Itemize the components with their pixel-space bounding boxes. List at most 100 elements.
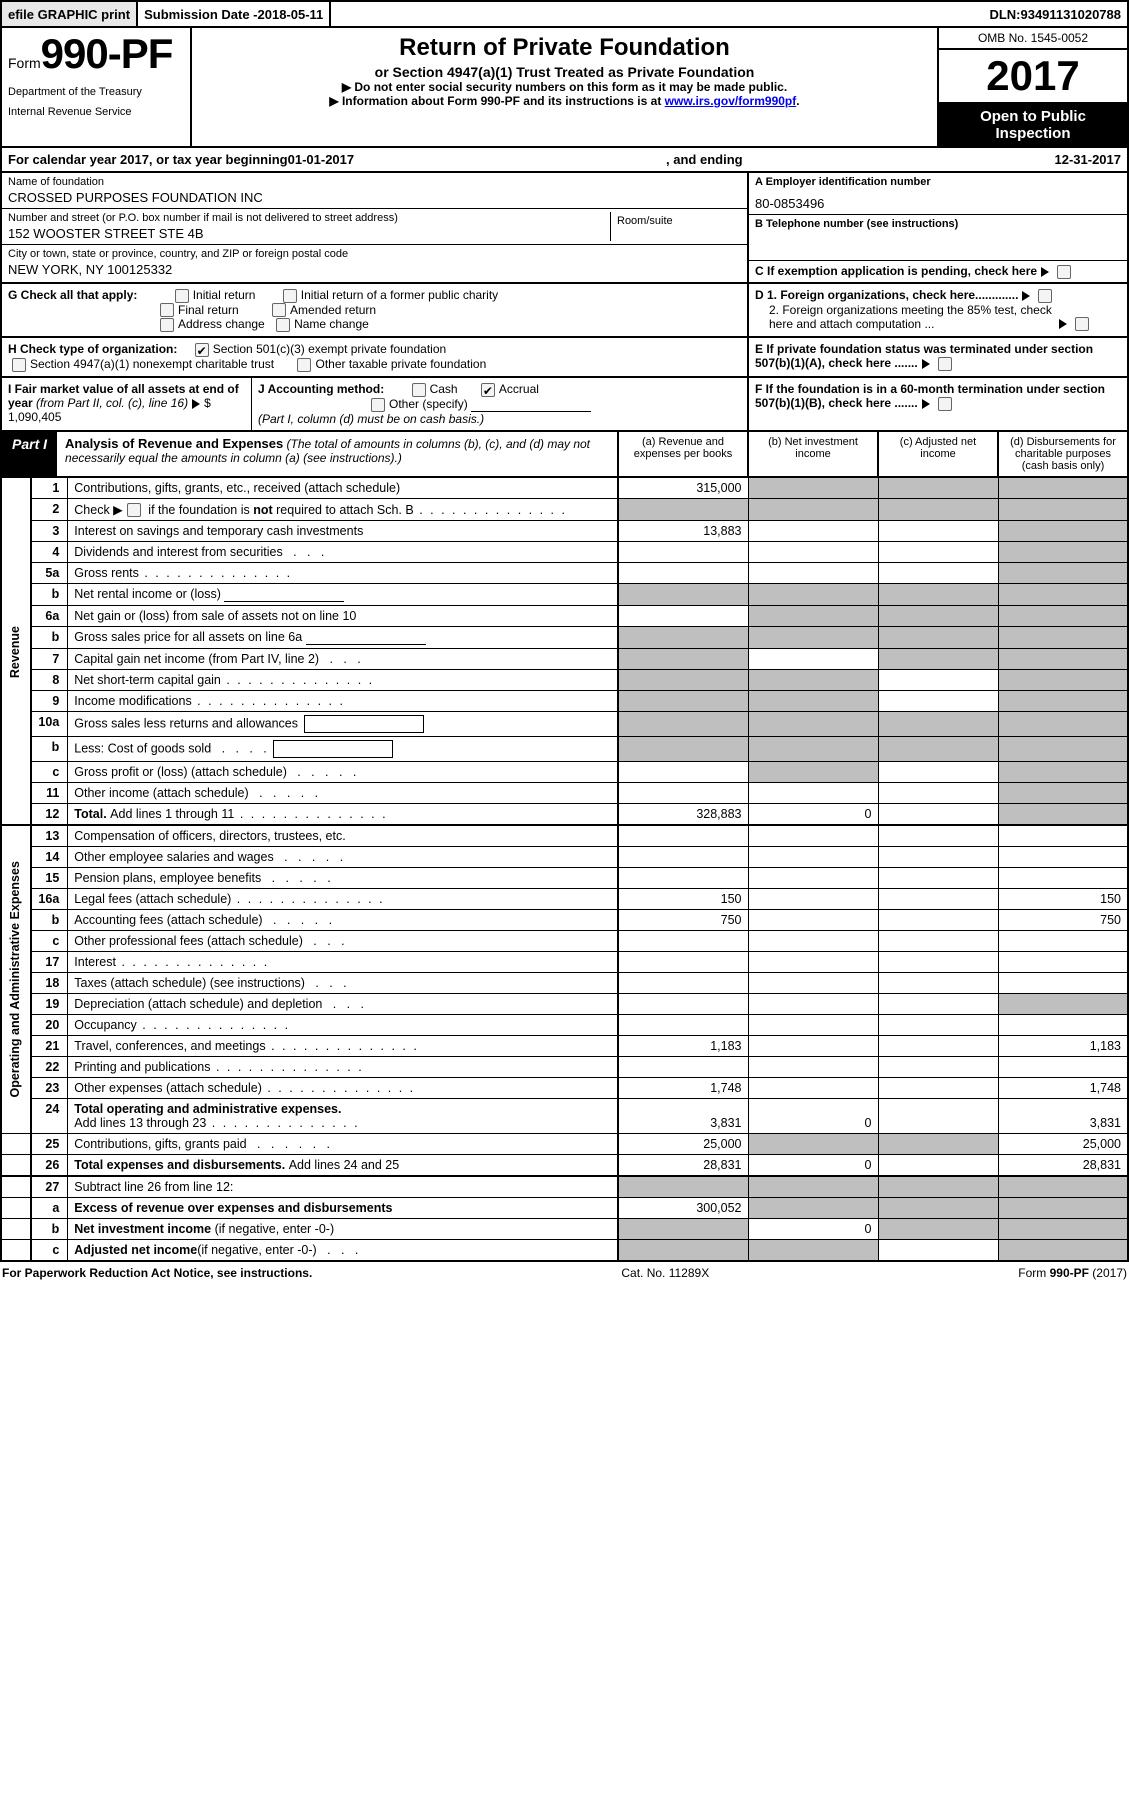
inline-input[interactable] bbox=[306, 631, 426, 645]
amt-a bbox=[618, 951, 748, 972]
amt-d bbox=[998, 803, 1128, 825]
c-checkbox[interactable] bbox=[1057, 265, 1071, 279]
e-checkbox[interactable] bbox=[938, 357, 952, 371]
amt-b: 0 bbox=[748, 1218, 878, 1239]
inline-input[interactable] bbox=[224, 588, 344, 602]
foundation-name: CROSSED PURPOSES FOUNDATION INC bbox=[8, 190, 741, 205]
line-num: 13 bbox=[31, 825, 67, 847]
calyear-label: For calendar year 2017, or tax year begi… bbox=[8, 152, 288, 167]
amt-c bbox=[878, 1218, 998, 1239]
chk-501c3[interactable] bbox=[195, 343, 209, 357]
amt-d bbox=[998, 867, 1128, 888]
chk-sch-b[interactable] bbox=[127, 503, 141, 517]
arrow-icon bbox=[922, 399, 930, 409]
g-label: G Check all that apply: bbox=[8, 288, 137, 302]
amt-c bbox=[878, 930, 998, 951]
d1-checkbox[interactable] bbox=[1038, 289, 1052, 303]
line-num: 27 bbox=[31, 1176, 67, 1198]
chk-address-change[interactable] bbox=[160, 318, 174, 332]
part-1-header: Part I Analysis of Revenue and Expenses … bbox=[0, 432, 1129, 478]
telephone-label: B Telephone number (see instructions) bbox=[755, 218, 958, 230]
amt-a: 28,831 bbox=[618, 1154, 748, 1176]
table-row: 4Dividends and interest from securities … bbox=[1, 542, 1128, 563]
table-row: 25Contributions, gifts, grants paid . . … bbox=[1, 1133, 1128, 1154]
amt-b bbox=[748, 1056, 878, 1077]
chk-final-return[interactable] bbox=[160, 303, 174, 317]
amt-a bbox=[618, 1056, 748, 1077]
amt-d: 750 bbox=[998, 909, 1128, 930]
amt-b bbox=[748, 584, 878, 606]
amt-c bbox=[878, 951, 998, 972]
amt-b: 0 bbox=[748, 803, 878, 825]
line-desc: Income modifications bbox=[68, 690, 618, 711]
chk-other-taxable[interactable] bbox=[297, 358, 311, 372]
footer-mid: Cat. No. 11289X bbox=[621, 1266, 709, 1280]
amt-a bbox=[618, 606, 748, 627]
amt-c bbox=[878, 825, 998, 847]
amt-a bbox=[618, 542, 748, 563]
instructions-link[interactable]: www.irs.gov/form990pf bbox=[665, 94, 797, 108]
chk-other[interactable] bbox=[371, 398, 385, 412]
part-title: Analysis of Revenue and Expenses bbox=[65, 436, 283, 451]
amt-c bbox=[878, 584, 998, 606]
f-checkbox[interactable] bbox=[938, 397, 952, 411]
table-row: 12Total. Add lines 1 through 11328,8830 bbox=[1, 803, 1128, 825]
chk-4947a1[interactable] bbox=[12, 358, 26, 372]
amt-c bbox=[878, 478, 998, 499]
line-desc: Gross sales price for all assets on line… bbox=[68, 627, 618, 649]
city-cell: City or town, state or province, country… bbox=[2, 245, 747, 280]
line-num: 23 bbox=[31, 1077, 67, 1098]
d2-checkbox[interactable] bbox=[1075, 317, 1089, 331]
line-num: b bbox=[31, 627, 67, 649]
amt-c bbox=[878, 867, 998, 888]
line-num: 7 bbox=[31, 648, 67, 669]
line-desc: Other professional fees (attach schedule… bbox=[68, 930, 618, 951]
column-headers: (a) Revenue and expenses per books (b) N… bbox=[617, 432, 1127, 476]
amt-a bbox=[618, 972, 748, 993]
amt-a bbox=[618, 669, 748, 690]
j-accounting-cell: J Accounting method: Cash Accrual Other … bbox=[252, 378, 747, 430]
line-desc: Check ▶ if the foundation is not require… bbox=[68, 498, 618, 521]
amt-d bbox=[998, 711, 1128, 736]
chk-cash[interactable] bbox=[412, 383, 426, 397]
form-note-2: ▶ Information about Form 990-PF and its … bbox=[196, 94, 933, 108]
line-desc: Dividends and interest from securities .… bbox=[68, 542, 618, 563]
amt-b bbox=[748, 888, 878, 909]
chk-accrual[interactable] bbox=[481, 383, 495, 397]
opt-amended-return: Amended return bbox=[290, 303, 376, 317]
line-num: 18 bbox=[31, 972, 67, 993]
line-desc: Contributions, gifts, grants paid . . . … bbox=[68, 1133, 618, 1154]
chk-amended-return[interactable] bbox=[272, 303, 286, 317]
other-specify-line[interactable] bbox=[471, 398, 591, 412]
chk-initial-former[interactable] bbox=[283, 289, 297, 303]
opt-name-change: Name change bbox=[294, 317, 369, 331]
chk-initial-return[interactable] bbox=[175, 289, 189, 303]
amt-c bbox=[878, 1056, 998, 1077]
line-num: 26 bbox=[31, 1154, 67, 1176]
inline-box[interactable] bbox=[273, 740, 393, 758]
city-label: City or town, state or province, country… bbox=[8, 248, 741, 260]
exemption-pending-cell: C If exemption application is pending, c… bbox=[749, 261, 1127, 282]
line-desc: Pension plans, employee benefits . . . .… bbox=[68, 867, 618, 888]
amt-d bbox=[998, 1218, 1128, 1239]
amt-a: 300,052 bbox=[618, 1197, 748, 1218]
amt-a bbox=[618, 736, 748, 761]
amt-c bbox=[878, 736, 998, 761]
ij-row: I Fair market value of all assets at end… bbox=[0, 378, 1129, 432]
amt-b bbox=[748, 627, 878, 649]
footer-right: Form 990-PF (2017) bbox=[1018, 1266, 1127, 1280]
address-row: Number and street (or P.O. box number if… bbox=[2, 209, 747, 245]
chk-name-change[interactable] bbox=[276, 318, 290, 332]
inline-box[interactable] bbox=[304, 715, 424, 733]
amt-b bbox=[748, 690, 878, 711]
amt-b bbox=[748, 930, 878, 951]
form-subtitle: or Section 4947(a)(1) Trust Treated as P… bbox=[196, 64, 933, 80]
efile-print-button[interactable]: efile GRAPHIC print bbox=[2, 2, 138, 26]
amt-d: 28,831 bbox=[998, 1154, 1128, 1176]
amt-a bbox=[618, 930, 748, 951]
arrow-icon bbox=[922, 359, 930, 369]
amt-c bbox=[878, 1035, 998, 1056]
submission-date-value: 2018-05-11 bbox=[258, 7, 324, 22]
amt-b bbox=[748, 736, 878, 761]
line-desc: Other income (attach schedule) . . . . . bbox=[68, 782, 618, 803]
